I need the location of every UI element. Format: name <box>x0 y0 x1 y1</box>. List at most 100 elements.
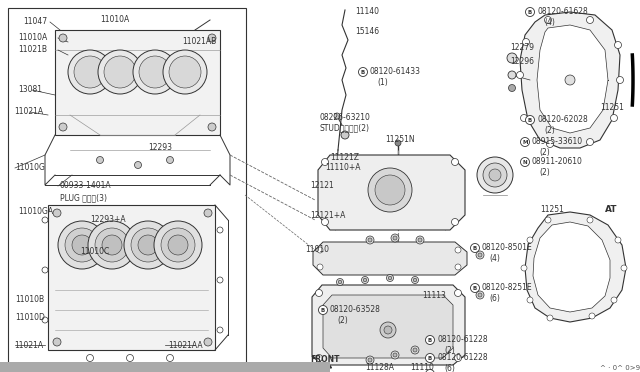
Circle shape <box>366 236 374 244</box>
Text: B: B <box>528 10 532 15</box>
Circle shape <box>169 56 201 88</box>
Text: (1): (1) <box>377 77 388 87</box>
Circle shape <box>42 267 48 273</box>
Circle shape <box>547 141 554 148</box>
Text: 12293+A: 12293+A <box>90 215 125 224</box>
Circle shape <box>509 84 515 92</box>
Circle shape <box>615 237 621 243</box>
Text: FRONT: FRONT <box>310 356 339 365</box>
Text: 12121+A: 12121+A <box>310 211 346 219</box>
Text: 08120-8251E: 08120-8251E <box>482 283 532 292</box>
Text: 12296: 12296 <box>510 58 534 67</box>
Text: 08120-61228: 08120-61228 <box>437 336 488 344</box>
Circle shape <box>72 235 92 255</box>
Circle shape <box>411 346 419 354</box>
Circle shape <box>337 279 344 285</box>
Text: 11121Z: 11121Z <box>330 154 359 163</box>
Circle shape <box>395 140 401 146</box>
Text: 11010B: 11010B <box>15 295 44 305</box>
Text: (4): (4) <box>489 253 500 263</box>
Circle shape <box>522 38 529 45</box>
Circle shape <box>454 289 461 296</box>
Circle shape <box>527 237 533 243</box>
Circle shape <box>451 218 458 225</box>
Text: 11110: 11110 <box>410 363 434 372</box>
Circle shape <box>88 221 136 269</box>
Circle shape <box>133 50 177 94</box>
Circle shape <box>545 16 552 23</box>
Circle shape <box>507 53 517 63</box>
Circle shape <box>455 264 461 270</box>
Circle shape <box>586 138 593 145</box>
Circle shape <box>391 351 399 359</box>
Text: B: B <box>428 337 432 343</box>
Circle shape <box>362 276 369 283</box>
Text: 11010A: 11010A <box>18 33 47 42</box>
Polygon shape <box>313 242 467 275</box>
Text: (2): (2) <box>539 167 550 176</box>
Text: 12279: 12279 <box>510 44 534 52</box>
Circle shape <box>565 75 575 85</box>
Circle shape <box>454 355 461 362</box>
Circle shape <box>321 218 328 225</box>
Circle shape <box>508 71 516 79</box>
Circle shape <box>204 209 212 217</box>
Circle shape <box>166 157 173 164</box>
Circle shape <box>520 115 527 122</box>
Circle shape <box>53 338 61 346</box>
Circle shape <box>527 297 533 303</box>
Text: 11047: 11047 <box>23 17 47 26</box>
Circle shape <box>621 265 627 271</box>
Circle shape <box>317 264 323 270</box>
Circle shape <box>368 168 412 212</box>
Text: B: B <box>528 118 532 122</box>
Circle shape <box>521 265 527 271</box>
Circle shape <box>59 34 67 42</box>
Circle shape <box>413 278 417 282</box>
Circle shape <box>334 113 340 119</box>
Polygon shape <box>537 25 608 133</box>
Circle shape <box>611 115 618 122</box>
Circle shape <box>321 158 328 166</box>
Circle shape <box>127 355 134 362</box>
Circle shape <box>154 221 202 269</box>
Text: (2): (2) <box>539 148 550 157</box>
Text: 11021B: 11021B <box>18 45 47 55</box>
Text: 11010D: 11010D <box>15 314 45 323</box>
Circle shape <box>102 235 122 255</box>
Circle shape <box>217 327 223 333</box>
Text: (2): (2) <box>444 346 455 355</box>
Text: B: B <box>321 308 325 312</box>
Circle shape <box>547 315 553 321</box>
Circle shape <box>393 236 397 240</box>
Circle shape <box>477 157 513 193</box>
Text: 11010A: 11010A <box>100 16 129 25</box>
Polygon shape <box>312 285 465 365</box>
Circle shape <box>384 326 392 334</box>
Circle shape <box>416 236 424 244</box>
Text: 11113: 11113 <box>422 291 446 299</box>
Circle shape <box>587 217 593 223</box>
Text: 11021A: 11021A <box>14 340 43 350</box>
Text: 08226-63210: 08226-63210 <box>320 113 371 122</box>
Circle shape <box>316 289 323 296</box>
Circle shape <box>489 169 501 181</box>
Text: 15146: 15146 <box>355 28 379 36</box>
Circle shape <box>368 358 372 362</box>
Circle shape <box>339 280 342 284</box>
Circle shape <box>124 221 172 269</box>
Circle shape <box>388 276 392 280</box>
Circle shape <box>319 305 328 314</box>
Text: 12121: 12121 <box>310 180 333 189</box>
Circle shape <box>545 217 551 223</box>
Text: 12293: 12293 <box>148 144 172 153</box>
Text: (4): (4) <box>544 17 555 26</box>
Polygon shape <box>533 222 610 312</box>
Text: 11110+A: 11110+A <box>325 164 360 173</box>
Polygon shape <box>48 205 215 350</box>
Circle shape <box>166 355 173 362</box>
Polygon shape <box>318 155 465 230</box>
Circle shape <box>74 56 106 88</box>
Text: (6): (6) <box>489 294 500 302</box>
Circle shape <box>68 50 112 94</box>
